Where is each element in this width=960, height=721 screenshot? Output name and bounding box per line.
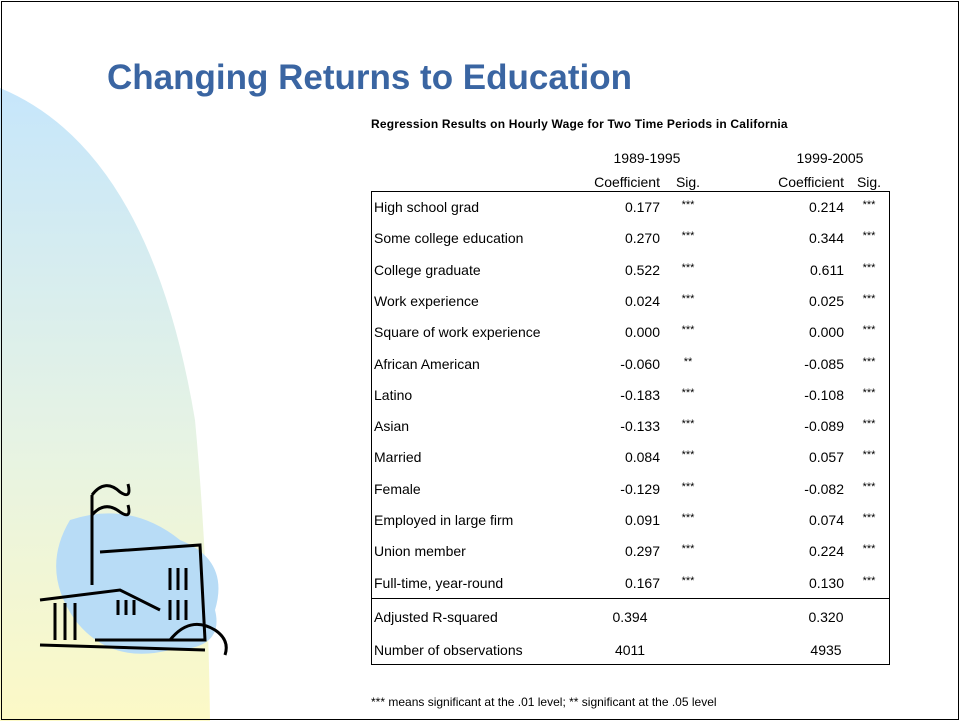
significance: *** bbox=[628, 260, 748, 276]
row-label: Latino bbox=[374, 387, 412, 403]
significance: *** bbox=[809, 385, 929, 401]
row-label: Full-time, year-round bbox=[374, 575, 503, 591]
significance: *** bbox=[809, 354, 929, 370]
significance: *** bbox=[809, 260, 929, 276]
row-label: Employed in large firm bbox=[374, 512, 513, 528]
significance: *** bbox=[809, 416, 929, 432]
significance: *** bbox=[628, 197, 748, 213]
column-header: Sig. bbox=[809, 174, 929, 190]
significance: *** bbox=[628, 541, 748, 557]
significance: *** bbox=[809, 573, 929, 589]
row-label: Female bbox=[374, 481, 421, 497]
summary-label: Number of observations bbox=[374, 642, 523, 658]
significance: *** bbox=[809, 479, 929, 495]
significance: *** bbox=[809, 228, 929, 244]
significance: *** bbox=[628, 510, 748, 526]
significance: *** bbox=[628, 573, 748, 589]
significance: *** bbox=[628, 416, 748, 432]
significance: *** bbox=[809, 447, 929, 463]
table-separator bbox=[371, 598, 889, 599]
summary-value: 0.394 bbox=[570, 609, 690, 625]
period-header: 1989-1995 bbox=[587, 150, 707, 166]
table-title: Regression Results on Hourly Wage for Tw… bbox=[371, 117, 788, 131]
row-label: College graduate bbox=[374, 262, 481, 278]
slide: Changing Returns to Education Regression… bbox=[0, 0, 960, 721]
row-label: Married bbox=[374, 449, 421, 465]
significance: *** bbox=[809, 541, 929, 557]
summary-label: Adjusted R-squared bbox=[374, 609, 498, 625]
significance: *** bbox=[628, 322, 748, 338]
row-label: Work experience bbox=[374, 293, 479, 309]
summary-value: 0.320 bbox=[766, 609, 886, 625]
significance: *** bbox=[628, 385, 748, 401]
row-label: High school grad bbox=[374, 199, 479, 215]
significance: *** bbox=[809, 322, 929, 338]
row-label: African American bbox=[374, 356, 480, 372]
row-label: Square of work experience bbox=[374, 324, 541, 340]
significance: *** bbox=[809, 197, 929, 213]
slide-title: Changing Returns to Education bbox=[107, 58, 632, 98]
significance: *** bbox=[628, 479, 748, 495]
summary-value: 4935 bbox=[766, 642, 886, 658]
significance: *** bbox=[809, 510, 929, 526]
significance: *** bbox=[628, 447, 748, 463]
row-label: Some college education bbox=[374, 230, 523, 246]
row-label: Asian bbox=[374, 418, 409, 434]
significance: *** bbox=[628, 291, 748, 307]
period-header: 1999-2005 bbox=[770, 150, 890, 166]
column-header: Sig. bbox=[628, 174, 748, 190]
significance: *** bbox=[628, 228, 748, 244]
footnote: *** means significant at the .01 level; … bbox=[371, 695, 717, 709]
summary-value: 4011 bbox=[570, 642, 690, 658]
row-label: Union member bbox=[374, 543, 466, 559]
significance: *** bbox=[809, 291, 929, 307]
significance: ** bbox=[628, 354, 748, 370]
